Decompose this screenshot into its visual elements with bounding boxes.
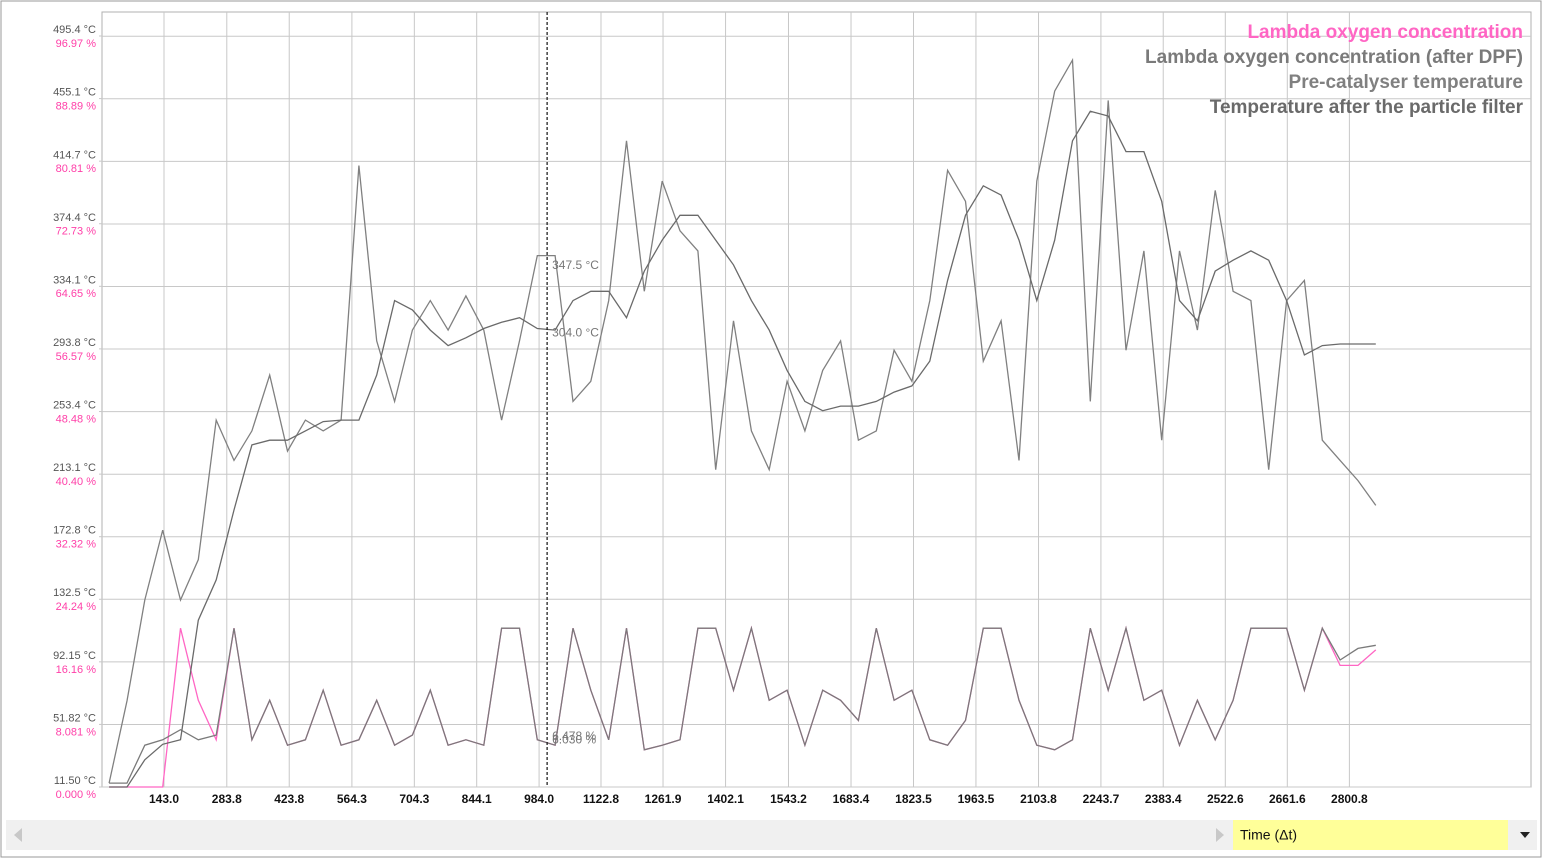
y-tick-label: 132.5 °C (53, 587, 96, 599)
y2-tick-label: 96.97 % (56, 38, 97, 50)
legend-entry: Lambda oxygen concentration (after DPF) (1145, 47, 1523, 68)
y2-tick-label: 16.16 % (56, 664, 97, 676)
x-tick-label: 1543.2 (770, 792, 807, 806)
x-tick-label: 704.3 (399, 792, 429, 806)
y-tick-label: 414.7 °C (53, 149, 96, 161)
x-tick-label: 2800.8 (1331, 792, 1368, 806)
plot-area (101, 11, 1532, 788)
y2-tick-label: 56.57 % (56, 351, 97, 363)
legend-entry: Lambda oxygen concentration (1247, 22, 1523, 43)
lines (108, 12, 1377, 788)
scroll-right[interactable] (1216, 828, 1224, 842)
y-tick-label: 213.1 °C (53, 462, 96, 474)
legend-entry: Temperature after the particle filter (1210, 97, 1524, 118)
x-tick-label: 1261.9 (645, 792, 682, 806)
x-axis-selector[interactable] (1233, 820, 1508, 850)
series-line (108, 57, 1377, 784)
labels: 495.4 °C 455.1 °C 414.7 °C 374.4 °C 334.1 °C… (53, 22, 1524, 806)
y2-tick-label: 88.89 % (56, 100, 97, 112)
cursor-readout: 304.0 °C (552, 325, 599, 339)
y-tick-label: 51.82 °C (53, 712, 96, 724)
legend-entry: Pre-catalyser temperature (1289, 72, 1523, 93)
scroll-left[interactable] (14, 828, 22, 842)
x-tick-label: 143.0 (149, 792, 179, 806)
y2-tick-label: 40.40 % (56, 476, 97, 488)
x-tick-label: 1963.5 (958, 792, 995, 806)
cursor-readout: 347.5 °C (552, 258, 599, 272)
y-tick-label: 495.4 °C (53, 24, 96, 36)
x-tick-label: 844.1 (462, 792, 492, 806)
y-tick-label: 92.15 °C (53, 650, 96, 662)
y-tick-label: 374.4 °C (53, 212, 96, 224)
x-tick-label: 1683.4 (833, 792, 870, 806)
y-tick-label: 334.1 °C (53, 274, 96, 286)
series-line (109, 625, 1376, 784)
x-tick-label: 2103.8 (1020, 792, 1057, 806)
y-tick-label: 455.1 °C (53, 87, 96, 99)
y2-tick-label: 72.73 % (56, 226, 97, 238)
x-tick-label: 1823.5 (895, 792, 932, 806)
y2-tick-label: 8.081 % (56, 726, 97, 738)
y2-tick-label: 32.32 % (56, 539, 97, 551)
cursor-readout: 6.030 % (552, 732, 596, 746)
y-tick-label: 172.8 °C (53, 525, 96, 537)
grid (99, 12, 1531, 788)
x-tick-label: 1122.8 (583, 792, 619, 806)
y-tick-label: 11.50 °C (54, 775, 96, 787)
y-tick-label: 253.4 °C (53, 400, 96, 412)
y2-tick-label: 64.65 % (56, 288, 97, 300)
y2-tick-label: 24.24 % (56, 601, 97, 613)
y2-tick-label: 80.81 % (56, 163, 97, 175)
x-tick-label: 2661.6 (1269, 792, 1306, 806)
x-axis-label: Time (Δt) (1240, 827, 1297, 843)
dropdown-arrow[interactable] (1520, 832, 1530, 838)
x-tick-label: 564.3 (337, 792, 367, 806)
y-tick-label: 293.8 °C (53, 337, 96, 349)
cursor-readout: 6.478 % (552, 729, 596, 743)
series-line (109, 110, 1376, 788)
y2-tick-label: 48.48 % (56, 413, 97, 425)
x-tick-label: 2522.6 (1207, 792, 1244, 806)
x-tick-label: 423.8 (274, 792, 304, 806)
y2-tick-label: 0.000 % (56, 789, 97, 801)
x-tick-label: 1402.1 (707, 792, 744, 806)
x-tick-label: 283.8 (212, 792, 242, 806)
x-tick-label: 2383.4 (1145, 792, 1182, 806)
x-tick-label: 984.0 (524, 792, 554, 806)
x-tick-label: 2243.7 (1083, 792, 1120, 806)
